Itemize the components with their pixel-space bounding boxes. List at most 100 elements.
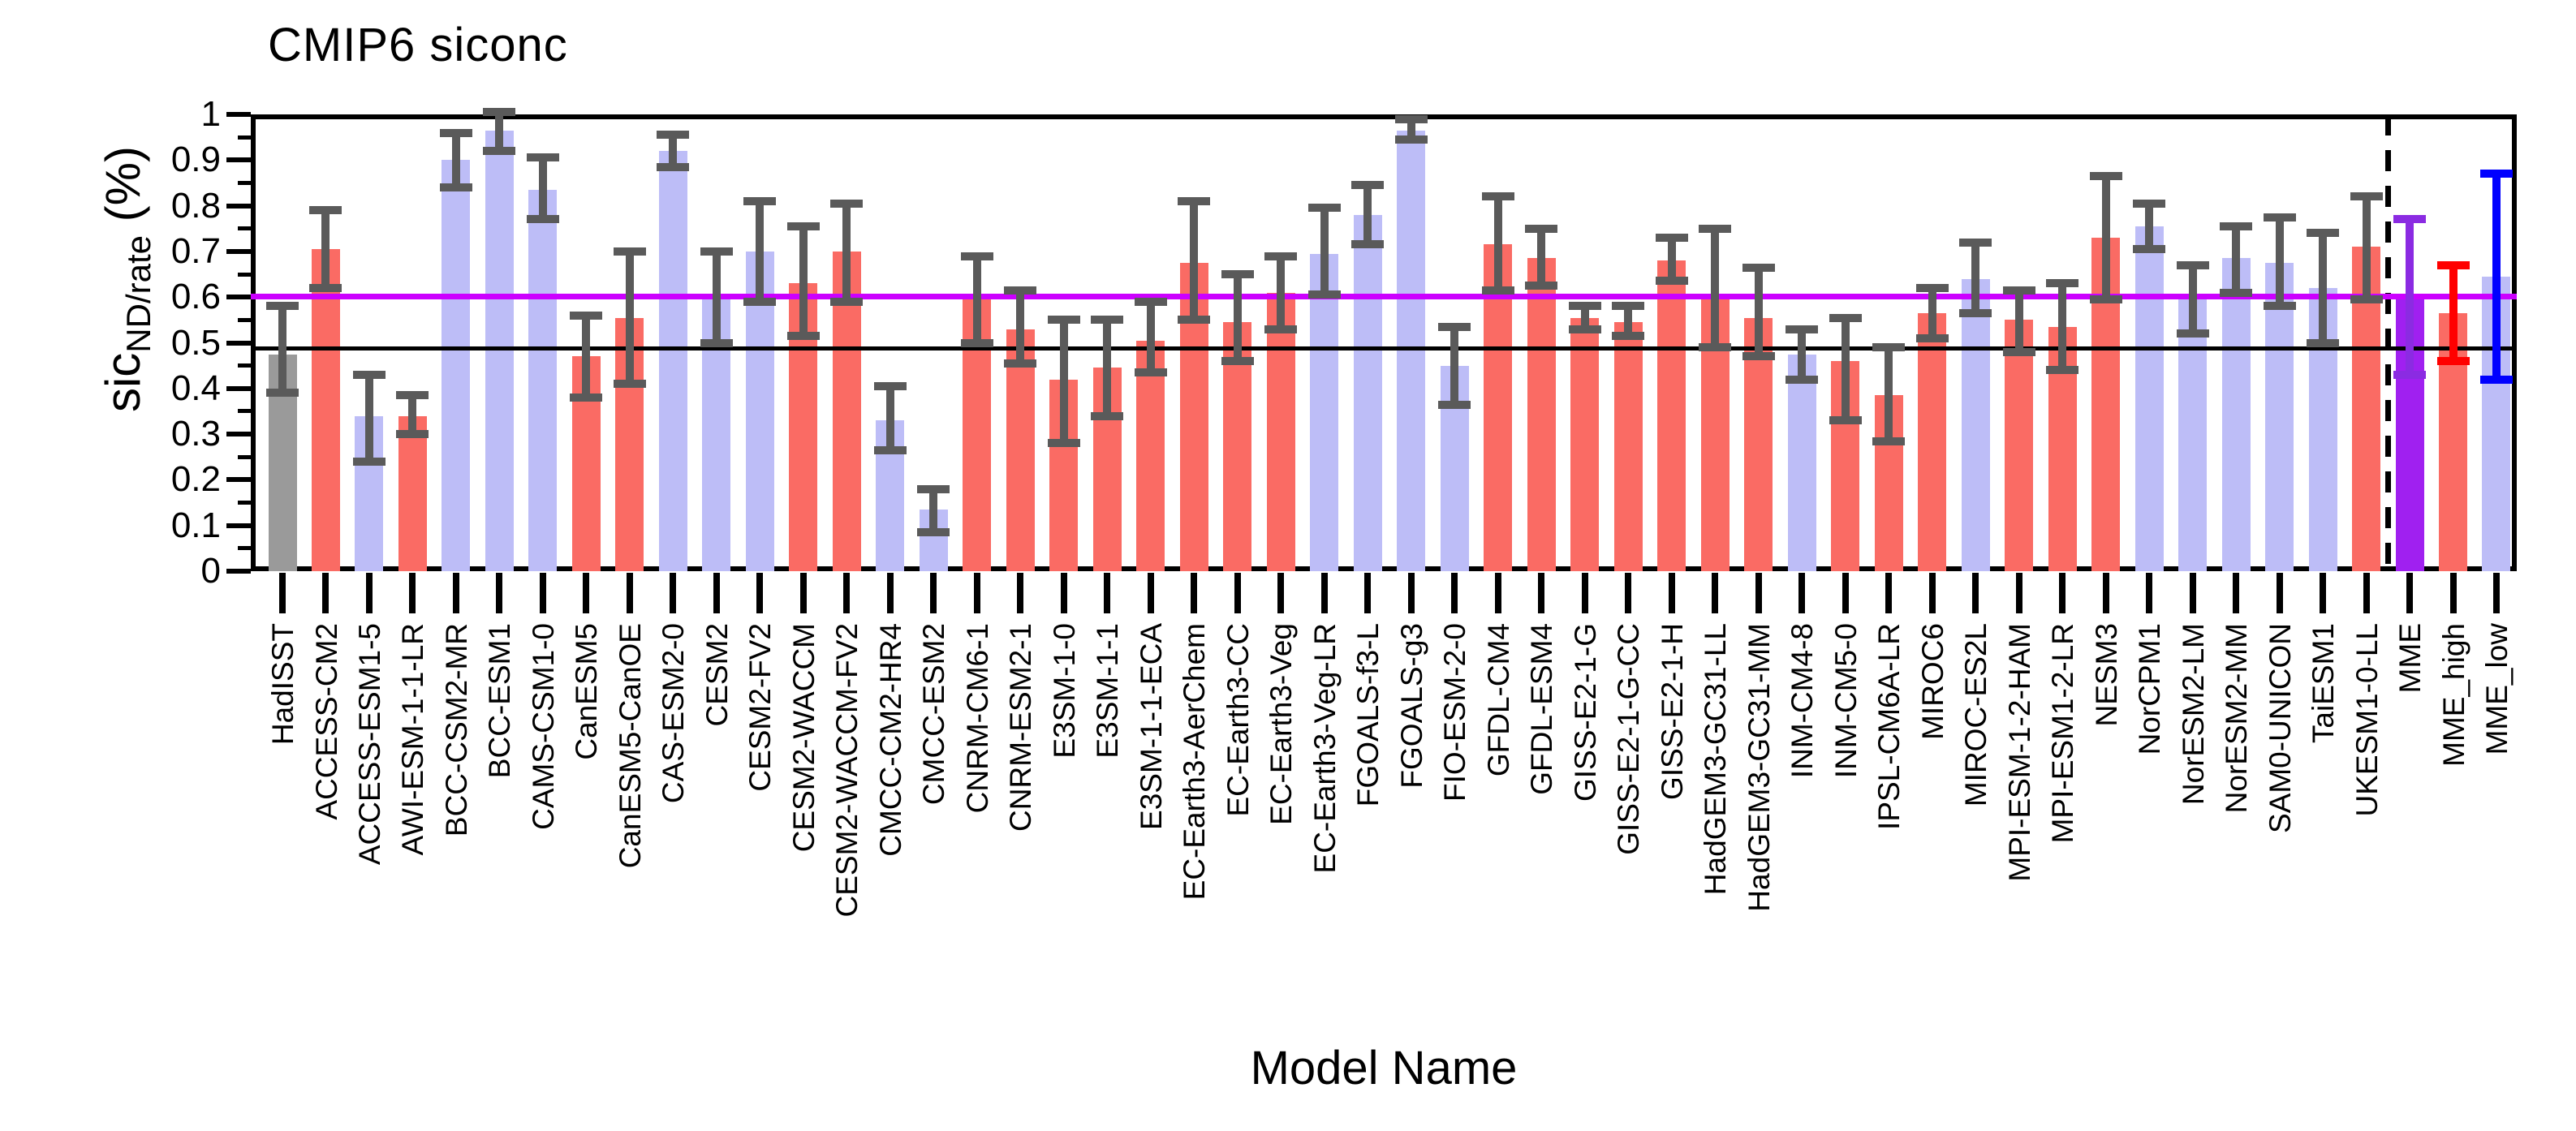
errorbar-stem-GFDL-CM4 — [1493, 196, 1502, 290]
errorbar-stem-CESM2-WACCM — [799, 226, 808, 337]
x-tick-MME — [2406, 573, 2413, 613]
errorbar-stem-MPI-ESM1-2-LR — [2058, 283, 2067, 371]
errorbar-cap-top-CAS-ESM2-0 — [657, 131, 690, 140]
errorbar-cap-bottom-TaiESM1 — [2307, 338, 2340, 347]
errorbar-cap-top-MPI-ESM-1-2-HAM — [2002, 286, 2035, 295]
errorbar-stem-NorESM2-MM — [2232, 226, 2241, 293]
bar-FGOALS-f3-L — [1353, 214, 1382, 571]
x-tick-CNRM-ESM2-1 — [1017, 573, 1024, 613]
y-tick-label: 0.9 — [170, 140, 221, 180]
errorbar-cap-bottom-UKESM1-0-LL — [2350, 295, 2383, 303]
y-tick-label: 1 — [200, 94, 221, 134]
x-tick-CMCC-CM2-HR4 — [886, 573, 894, 613]
errorbar-cap-bottom-E3SM-1-1-ECA — [1134, 368, 1167, 377]
errorbar-cap-top-MME — [2393, 215, 2426, 224]
errorbar-cap-bottom-NESM3 — [2089, 295, 2122, 303]
errorbar-cap-top-NorESM2-MM — [2220, 221, 2253, 230]
y-major-tick — [226, 569, 251, 574]
errorbar-stem-AWI-ESM-1-1-LR — [408, 395, 417, 435]
x-tick-NorCPM1 — [2146, 573, 2153, 613]
errorbar-cap-top-ACCESS-ESM1-5 — [352, 370, 386, 379]
errorbar-cap-top-CanESM5-CanOE — [613, 247, 646, 256]
x-label-ACCESS-ESM1-5: ACCESS-ESM1-5 — [352, 623, 386, 866]
errorbar-stem-BCC-ESM1 — [495, 112, 504, 152]
y-minor-tick — [238, 317, 251, 322]
x-label-MPI-ESM1-2-LR: MPI-ESM1-2-LR — [2046, 623, 2080, 844]
errorbar-cap-bottom-CAS-ESM2-0 — [657, 162, 690, 171]
x-tick-CNRM-CM6-1 — [973, 573, 980, 613]
errorbar-cap-top-CESM2 — [700, 247, 733, 256]
errorbar-stem-MIROC6 — [1928, 287, 1936, 338]
errorbar-cap-bottom-CanESM5-CanOE — [613, 380, 646, 389]
x-label-HadISST: HadISST — [266, 623, 299, 746]
x-tick-AWI-ESM-1-1-LR — [409, 573, 416, 613]
bar-GISS-E2-1-G — [1570, 317, 1600, 571]
errorbar-cap-top-E3SM-1-1 — [1091, 316, 1124, 325]
errorbar-cap-bottom-HadGEM3-GC31-LL — [1699, 343, 1732, 352]
x-tick-ACCESS-ESM1-5 — [365, 573, 373, 613]
x-tick-EC-Earth3-AerChem — [1191, 573, 1198, 613]
chart-title: CMIP6 siconc — [268, 19, 568, 71]
errorbar-cap-bottom-CESM2-WACCM — [786, 332, 820, 341]
x-tick-GFDL-CM4 — [1494, 573, 1501, 613]
bar-ACCESS-CM2 — [311, 249, 340, 571]
x-tick-BCC-ESM1 — [496, 573, 503, 613]
errorbar-cap-bottom-GISS-E2-1-H — [1655, 277, 1688, 286]
x-label-NorESM2-MM: NorESM2-MM — [2220, 623, 2254, 814]
y-major-tick — [226, 112, 251, 117]
bar-MIROC-ES2L — [1961, 278, 1990, 571]
errorbar-cap-top-CanESM5 — [570, 311, 603, 320]
errorbar-stem-EC-Earth3-Veg — [1277, 256, 1286, 329]
errorbar-stem-E3SM-1-1-ECA — [1146, 301, 1155, 373]
x-tick-CanESM5-CanOE — [626, 573, 633, 613]
y-tick-label: 0.2 — [170, 459, 221, 500]
x-label-AWI-ESM-1-1-LR: AWI-ESM-1-1-LR — [396, 623, 430, 856]
errorbar-cap-top-CESM2-FV2 — [743, 196, 777, 205]
errorbar-cap-bottom-EC-Earth3-CC — [1221, 357, 1254, 366]
errorbar-cap-top-CAMS-CSM1-0 — [526, 153, 559, 162]
y-tick-label: 0.7 — [170, 230, 221, 271]
y-major-tick — [226, 203, 251, 209]
y-major-tick — [226, 248, 251, 254]
x-label-EC-Earth3-Veg-LR: EC-Earth3-Veg-LR — [1307, 623, 1342, 874]
errorbar-stem-GISS-E2-1-G — [1580, 306, 1589, 329]
y-minor-tick — [238, 454, 251, 459]
x-tick-HadGEM3-GC31-MM — [1755, 573, 1762, 613]
errorbar-stem-TaiESM1 — [2319, 233, 2328, 343]
x-label-EC-Earth3-Veg: EC-Earth3-Veg — [1264, 623, 1299, 825]
x-tick-NorESM2-LM — [2189, 573, 2196, 613]
errorbar-cap-bottom-SAM0-UNICON — [2263, 302, 2296, 311]
errorbar-stem-ACCESS-CM2 — [321, 210, 330, 288]
y-minor-tick — [238, 363, 251, 368]
errorbar-cap-bottom-GISS-E2-1-G-CC — [1612, 332, 1645, 341]
y-tick-label: 0.5 — [170, 322, 221, 363]
x-label-CMCC-CM2-HR4: CMCC-CM2-HR4 — [873, 623, 907, 857]
errorbar-cap-bottom-IPSL-CM6A-LR — [1872, 436, 1906, 445]
errorbar-cap-bottom-MME_high — [2436, 357, 2470, 366]
x-label-INM-CM5-0: INM-CM5-0 — [1829, 623, 1863, 779]
errorbar-cap-bottom-E3SM-1-0 — [1047, 439, 1080, 448]
x-label-CNRM-ESM2-1: CNRM-ESM2-1 — [1004, 623, 1038, 832]
errorbar-cap-bottom-CNRM-ESM2-1 — [1004, 359, 1037, 368]
errorbar-stem-CanESM5-CanOE — [625, 251, 634, 385]
x-label-FIO-ESM-2-0: FIO-ESM-2-0 — [1438, 623, 1472, 802]
errorbar-cap-bottom-FGOALS-g3 — [1394, 135, 1428, 144]
bar-INM-CM4-8 — [1787, 354, 1816, 571]
y-major-tick — [226, 157, 251, 163]
errorbar-cap-top-ACCESS-CM2 — [309, 206, 342, 215]
errorbar-cap-bottom-CanESM5 — [570, 393, 603, 402]
mme-separator-line — [2385, 114, 2392, 571]
x-tick-CMCC-ESM2 — [930, 573, 937, 613]
errorbar-cap-bottom-MIROC6 — [1915, 333, 1949, 342]
errorbar-cap-top-FIO-ESM-2-0 — [1438, 322, 1471, 331]
x-tick-NorESM2-MM — [2233, 573, 2240, 613]
x-label-GFDL-CM4: GFDL-CM4 — [1481, 623, 1515, 777]
x-label-CAS-ESM2-0: CAS-ESM2-0 — [657, 623, 691, 804]
errorbar-stem-CMCC-ESM2 — [929, 488, 938, 533]
y-major-tick — [226, 477, 251, 483]
x-tick-E3SM-1-1-ECA — [1147, 573, 1154, 613]
bar-GFDL-ESM4 — [1527, 258, 1556, 571]
y-major-tick — [226, 340, 251, 346]
x-label-EC-Earth3-AerChem: EC-Earth3-AerChem — [1178, 623, 1212, 901]
bar-CAS-ESM2-0 — [658, 151, 687, 571]
